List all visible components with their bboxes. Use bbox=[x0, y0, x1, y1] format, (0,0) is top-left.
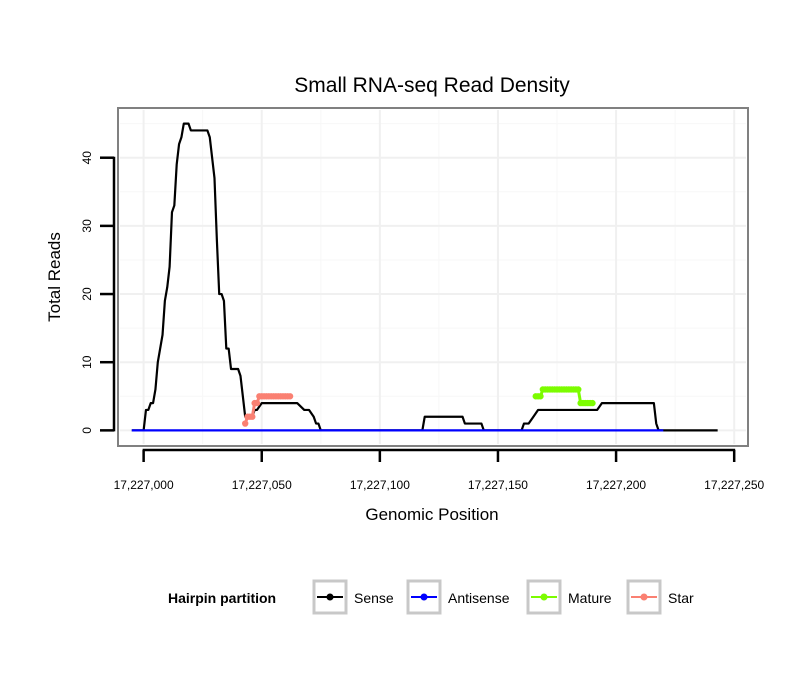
y-tick-label: 10 bbox=[80, 355, 94, 369]
data-point-star bbox=[286, 393, 294, 400]
data-point-mature bbox=[589, 399, 596, 407]
x-tick-label: 17,227,100 bbox=[350, 478, 410, 492]
legend-key-point-sense bbox=[326, 593, 334, 601]
chart-title: Small RNA-seq Read Density bbox=[294, 74, 570, 97]
legend-key-point-star bbox=[640, 593, 648, 601]
data-point-star bbox=[253, 399, 261, 407]
x-tick-label: 17,227,150 bbox=[468, 478, 528, 492]
x-tick-label: 17,227,250 bbox=[704, 478, 764, 492]
data-point-star bbox=[249, 413, 256, 420]
x-tick-label: 17,227,200 bbox=[586, 478, 646, 492]
legend-label-mature: Mature bbox=[568, 590, 612, 606]
y-tick-label: 0 bbox=[80, 427, 94, 434]
y-axis: 0 10 20 30 40 bbox=[80, 151, 116, 434]
data-point-mature bbox=[537, 393, 544, 400]
legend: Hairpin partition Sense Antisense Mature St… bbox=[168, 579, 694, 615]
x-tick-label: 17,227,050 bbox=[232, 478, 292, 492]
x-axis: 17,227,000 17,227,050 17,227,100 17,227,150… bbox=[114, 448, 765, 492]
series-star bbox=[242, 393, 294, 427]
legend-label-antisense: Antisense bbox=[448, 590, 510, 606]
legend-key-point-mature bbox=[540, 593, 548, 601]
legend-entry-star: Star bbox=[626, 579, 694, 615]
y-tick-label: 20 bbox=[80, 287, 94, 301]
series-mature bbox=[532, 386, 596, 407]
series-line-sense bbox=[131, 122, 718, 432]
y-tick-label: 40 bbox=[80, 151, 94, 165]
legend-label-sense: Sense bbox=[354, 590, 394, 606]
y-axis-title: Total Reads bbox=[45, 232, 64, 322]
x-axis-title: Genomic Position bbox=[365, 505, 498, 524]
legend-entry-antisense: Antisense bbox=[406, 579, 510, 615]
legend-key-point-antisense bbox=[420, 593, 428, 601]
series-sense bbox=[131, 122, 718, 432]
legend-entry-mature: Mature bbox=[526, 579, 612, 615]
legend-label-star: Star bbox=[668, 590, 694, 606]
x-tick-label: 17,227,000 bbox=[114, 478, 174, 492]
legend-title: Hairpin partition bbox=[168, 590, 276, 606]
grid bbox=[120, 110, 746, 444]
data-point-star bbox=[242, 420, 249, 427]
series-layer bbox=[131, 122, 718, 432]
data-point-mature bbox=[575, 386, 582, 393]
y-tick-label: 30 bbox=[80, 219, 94, 233]
legend-entry-sense: Sense bbox=[312, 579, 394, 615]
plot-panel bbox=[117, 107, 749, 447]
